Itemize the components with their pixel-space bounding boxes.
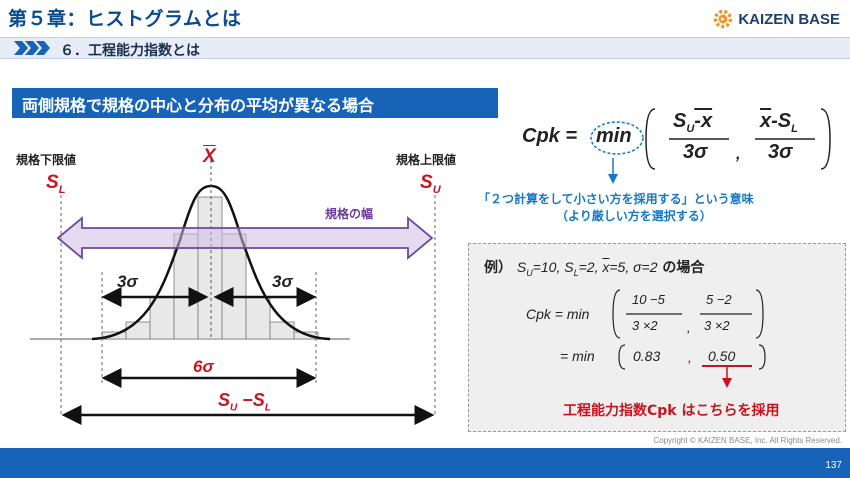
example-frac1-den: 3 ×2 bbox=[632, 318, 658, 333]
copyright: Copyright © KAIZEN BASE, Inc. All Rights… bbox=[653, 436, 842, 445]
su-label: SU bbox=[420, 172, 441, 196]
note-pointer-arrow-icon bbox=[608, 158, 618, 184]
formula-brackets bbox=[645, 108, 831, 170]
fraction1-numerator: SU-x bbox=[673, 110, 713, 135]
formula-note-line2: （より厳しい方を選択する） bbox=[556, 209, 712, 223]
example-frac1-num: 10 −5 bbox=[632, 292, 665, 307]
sl-label: SL bbox=[46, 172, 66, 196]
fraction1-denominator: 3σ bbox=[683, 141, 708, 163]
section-title: ６．工程能力指数とは bbox=[60, 43, 200, 59]
brand-name: KAIZEN BASE bbox=[738, 10, 840, 28]
histogram-bars bbox=[101, 196, 319, 340]
brand-logo: KAIZEN BASE bbox=[712, 7, 840, 31]
mean-label: X bbox=[203, 146, 216, 167]
chapter-title: 第５章：ヒストグラムとは bbox=[8, 8, 242, 30]
footer-bar bbox=[0, 448, 850, 478]
adopt-pointer-icon bbox=[702, 365, 752, 388]
range-label: SU −SL bbox=[218, 390, 271, 414]
page-number: 137 bbox=[825, 460, 842, 471]
upper-limit-label: 規格上限値 bbox=[396, 153, 457, 167]
left-3sigma-label: 3σ bbox=[117, 272, 138, 291]
slide-title-banner bbox=[12, 88, 498, 118]
chevron-arrows-icon bbox=[14, 41, 50, 55]
min-highlight-ellipse bbox=[590, 121, 644, 155]
example-heading: 例） SU=10, SL=2, x=5, σ=2 の場合 bbox=[484, 259, 705, 278]
example-comma-1: , bbox=[687, 320, 691, 335]
formula-note-line1: 「２つ計算をして小さい方を採用する」という意味 bbox=[478, 192, 754, 206]
formula-comma: , bbox=[736, 146, 741, 163]
example-conclusion: 工程能力指数Cpk はこちらを採用 bbox=[563, 403, 780, 419]
slide-title: 両側規格で規格の中心と分布の平均が異なる場合 bbox=[22, 96, 375, 115]
gear-logo-icon bbox=[714, 9, 733, 29]
distribution-diagram bbox=[30, 160, 436, 425]
example-brackets-1 bbox=[612, 289, 764, 339]
6sigma-label: 6σ bbox=[193, 357, 214, 376]
cpk-lhs: Cpk = bbox=[522, 125, 578, 147]
lower-limit-label: 規格下限値 bbox=[16, 153, 77, 167]
example-line2-lhs: = min bbox=[560, 348, 595, 364]
example-comma-2: , bbox=[688, 350, 692, 365]
example-value-2: 0.50 bbox=[708, 348, 736, 364]
fraction2-numerator: x-SL bbox=[760, 110, 798, 135]
example-brackets-2 bbox=[618, 344, 766, 370]
example-frac2-den: 3 ×2 bbox=[704, 318, 730, 333]
example-line1-lhs: Cpk = min bbox=[526, 306, 590, 322]
example-value-1: 0.83 bbox=[633, 348, 661, 364]
example-box bbox=[468, 243, 846, 432]
min-label: min bbox=[596, 125, 632, 147]
fraction2-denominator: 3σ bbox=[768, 141, 793, 163]
spec-width-label: 規格の幅 bbox=[325, 207, 374, 221]
right-3sigma-label: 3σ bbox=[272, 272, 293, 291]
example-frac2-num: 5 −2 bbox=[706, 292, 732, 307]
spec-width-arrow bbox=[56, 216, 434, 260]
section-bar bbox=[0, 37, 850, 59]
